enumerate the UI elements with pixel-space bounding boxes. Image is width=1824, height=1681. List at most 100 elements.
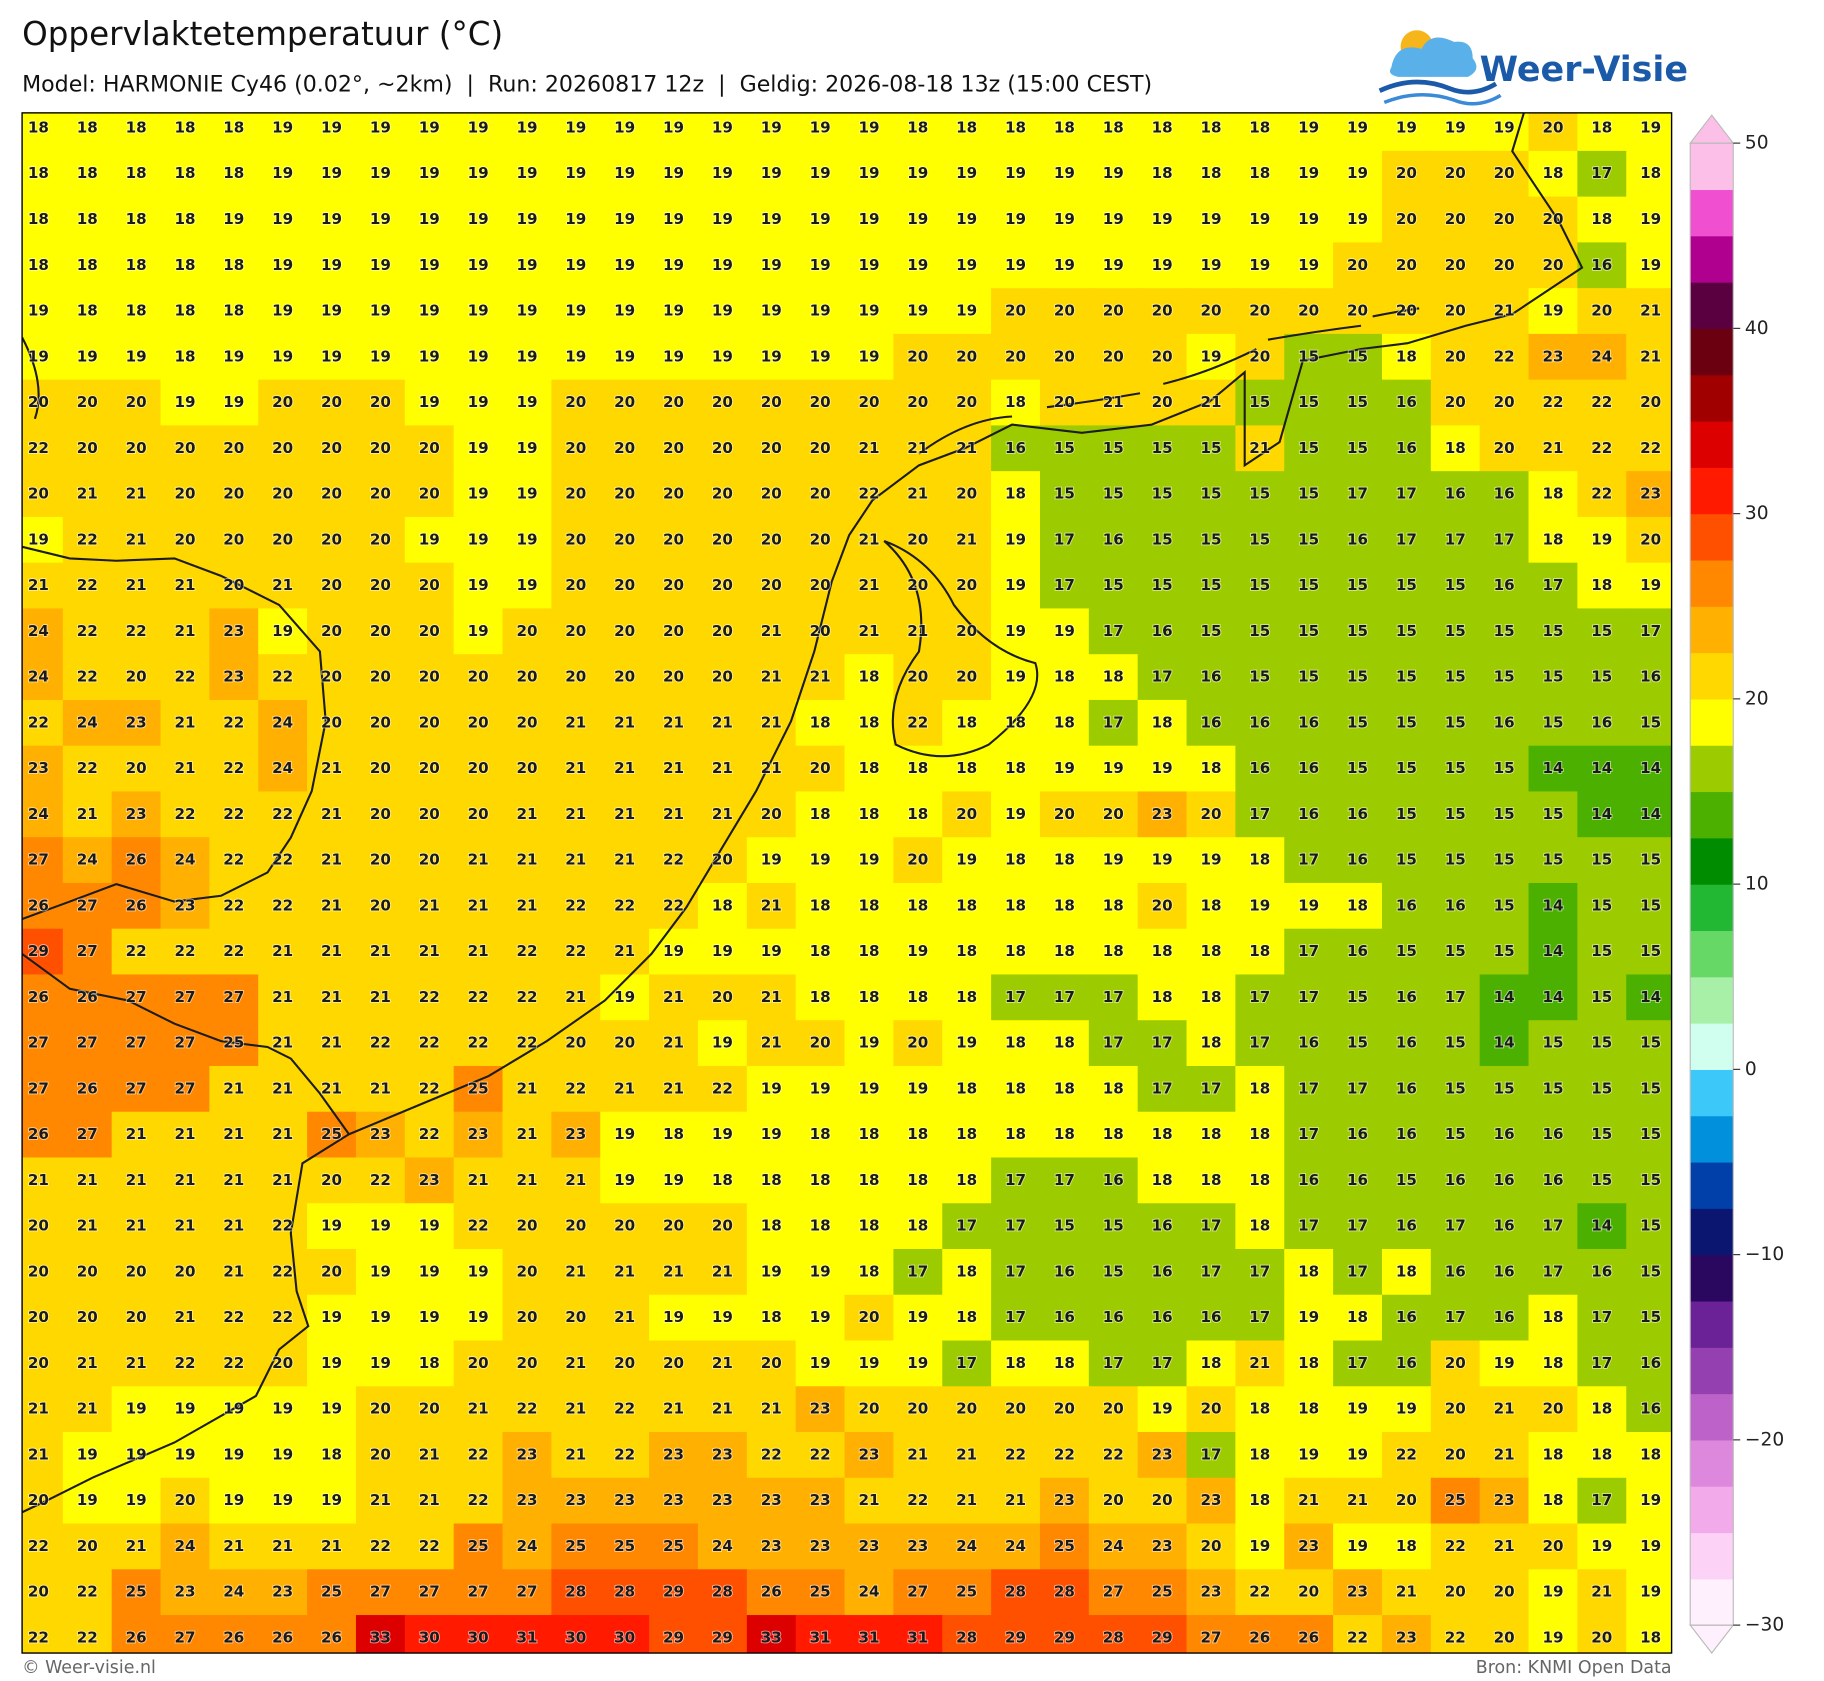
- temperature-cell: [942, 1477, 992, 1525]
- temperature-cell: [893, 333, 943, 381]
- temperature-cell: [404, 333, 455, 381]
- temperature-cell: [649, 837, 699, 884]
- temperature-cell: [893, 974, 943, 1021]
- temperature-label: 20: [1103, 805, 1124, 823]
- temperature-cell: [502, 1249, 553, 1296]
- temperature-cell: [111, 1249, 162, 1296]
- temperature-cell: [1088, 196, 1139, 244]
- temperature-cell: [1430, 837, 1481, 884]
- temperature-label: 33: [761, 1628, 782, 1646]
- temperature-cell: [795, 1249, 846, 1296]
- temperature-cell: [111, 1386, 162, 1433]
- temperature-cell: [111, 379, 162, 427]
- temperature-label: 18: [956, 1262, 977, 1280]
- temperature-label: 20: [1152, 393, 1173, 411]
- temperature-cell: [844, 1111, 895, 1159]
- temperature-cell: [942, 1157, 992, 1204]
- temperature-cell: [1235, 882, 1285, 930]
- temperature-label: 20: [223, 530, 244, 548]
- temperature-label: 18: [1591, 210, 1612, 228]
- temperature-label: 18: [956, 119, 977, 137]
- temperature-cell: [551, 471, 601, 518]
- temperature-label: 26: [126, 851, 147, 869]
- temperature-label: 20: [419, 576, 440, 594]
- temperature-cell: [991, 745, 1041, 793]
- temperature-cell: [1186, 333, 1237, 381]
- temperature-cell: [795, 1340, 846, 1387]
- temperature-cell: [697, 1020, 748, 1067]
- temperature-label: 16: [1396, 1034, 1417, 1052]
- temperature-label: 20: [712, 1217, 733, 1235]
- temperature-cell: [1626, 1477, 1672, 1525]
- temperature-cell: [991, 1477, 1041, 1525]
- temperature-cell: [649, 928, 699, 976]
- temperature-label: 18: [28, 119, 49, 137]
- temperature-cell: [844, 837, 895, 884]
- temperature-label: 17: [1347, 1354, 1368, 1372]
- temperature-label: 18: [223, 119, 244, 137]
- temperature-label: 22: [28, 1537, 49, 1555]
- temperature-cell: [1137, 1294, 1188, 1342]
- temperature-label: 16: [1640, 668, 1661, 686]
- temperature-cell: [453, 837, 504, 884]
- temperature-label: 21: [663, 713, 684, 731]
- temperature-cell: [942, 150, 992, 198]
- temperature-cell: [844, 112, 895, 152]
- temperature-label: 23: [810, 1491, 831, 1509]
- temperature-label: 20: [321, 530, 342, 548]
- temperature-label: 20: [1542, 1537, 1563, 1555]
- temperature-label: 19: [370, 164, 391, 182]
- temperature-cell: [1235, 1386, 1285, 1433]
- temperature-label: 20: [712, 439, 733, 457]
- temperature-label: 19: [761, 302, 782, 320]
- temperature-label: 18: [1640, 164, 1661, 182]
- temperature-label: 26: [28, 896, 49, 914]
- temperature-label: 19: [321, 1491, 342, 1509]
- temperature-label: 18: [1152, 988, 1173, 1006]
- temperature-label: 17: [1542, 1217, 1563, 1235]
- temperature-cell: [649, 1065, 699, 1113]
- temperature-cell: [551, 288, 601, 335]
- temperature-label: 19: [174, 393, 195, 411]
- temperature-label: 18: [1005, 1354, 1026, 1372]
- temperature-label: 15: [1152, 576, 1173, 594]
- temperature-cell: [1284, 1020, 1334, 1067]
- temperature-label: 21: [565, 713, 586, 731]
- temperature-cell: [942, 1020, 992, 1067]
- temperature-label: 15: [1396, 668, 1417, 686]
- temperature-cell: [551, 1157, 601, 1204]
- temperature-label: 15: [1347, 347, 1368, 365]
- temperature-cell: [307, 242, 357, 289]
- temperature-label: 19: [126, 1400, 147, 1418]
- temperature-cell: [258, 1111, 308, 1159]
- temperature-label: 19: [1640, 576, 1661, 594]
- temperature-cell: [1333, 1340, 1383, 1387]
- temperature-cell: [1137, 425, 1188, 472]
- temperature-label: 21: [77, 805, 98, 823]
- temperature-label: 15: [1640, 1308, 1661, 1326]
- temperature-cell: [1479, 288, 1530, 335]
- temperature-label: 22: [77, 759, 98, 777]
- temperature-label: 19: [663, 302, 684, 320]
- temperature-cell: [62, 791, 113, 838]
- temperature-label: 19: [565, 302, 586, 320]
- temperature-label: 15: [1542, 1034, 1563, 1052]
- temperature-label: 21: [370, 1079, 391, 1097]
- temperature-cell: [62, 425, 113, 472]
- temperature-cell: [600, 1523, 650, 1570]
- temperature-cell: [697, 150, 748, 198]
- temperature-label: 23: [1396, 1628, 1417, 1646]
- temperature-cell: [209, 471, 259, 518]
- temperature-cell: [307, 333, 357, 381]
- temperature-label: 19: [1152, 851, 1173, 869]
- temperature-label: 27: [174, 1628, 195, 1646]
- temperature-label: 16: [1103, 1308, 1124, 1326]
- temperature-cell: [209, 333, 259, 381]
- temperature-label: 21: [419, 1491, 440, 1509]
- temperature-cell: [600, 471, 650, 518]
- temperature-cell: [404, 882, 455, 930]
- temperature-cell: [1381, 1615, 1432, 1654]
- temperature-label: 20: [1396, 210, 1417, 228]
- temperature-cell: [991, 242, 1041, 289]
- temperature-label: 16: [1494, 485, 1515, 503]
